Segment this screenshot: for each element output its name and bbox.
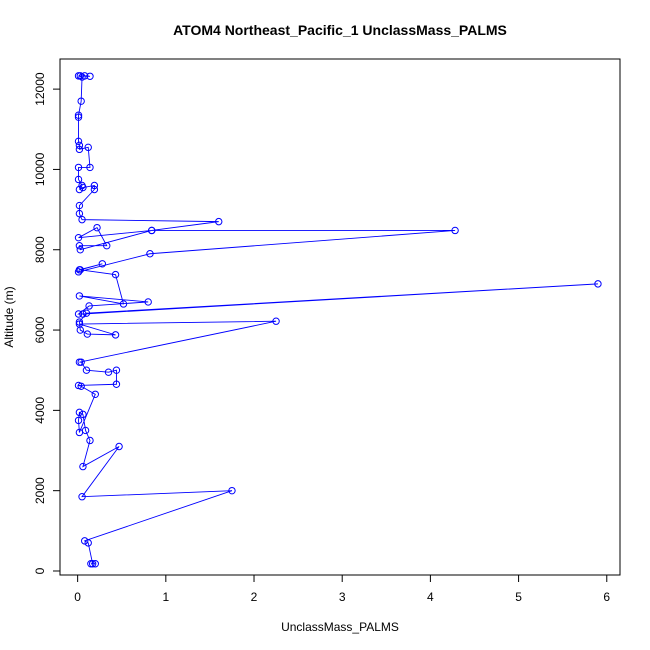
data-point bbox=[111, 270, 120, 279]
data-point bbox=[74, 310, 83, 318]
y-tick-label: 6000 bbox=[33, 316, 47, 343]
x-tick-label: 4 bbox=[427, 590, 434, 604]
data-point bbox=[78, 181, 86, 190]
data-point bbox=[75, 201, 84, 210]
data-point bbox=[79, 462, 87, 471]
data-point bbox=[74, 381, 83, 390]
data-point bbox=[272, 317, 280, 325]
data-point bbox=[91, 390, 99, 398]
x-tick-label: 2 bbox=[251, 590, 258, 604]
data-point bbox=[74, 233, 83, 242]
data-point bbox=[82, 366, 91, 374]
data-point bbox=[115, 442, 123, 451]
data-point bbox=[112, 366, 121, 374]
data-point bbox=[80, 72, 89, 80]
data-point bbox=[594, 280, 602, 288]
y-tick-label: 12000 bbox=[33, 72, 47, 106]
y-tick-label: 2000 bbox=[33, 477, 47, 504]
data-point bbox=[75, 428, 84, 437]
data-point bbox=[74, 268, 83, 276]
data-point bbox=[74, 111, 83, 119]
data-point bbox=[88, 560, 97, 568]
data-point bbox=[103, 242, 111, 250]
data-point bbox=[85, 302, 93, 310]
data-point bbox=[228, 486, 236, 495]
x-tick-label: 3 bbox=[339, 590, 346, 604]
y-axis: 0 2000 4000 6000 8000 10000 12000 bbox=[33, 72, 61, 574]
data-point bbox=[75, 242, 84, 250]
data-point bbox=[74, 163, 83, 172]
data-point bbox=[144, 298, 152, 306]
data-point bbox=[84, 143, 92, 152]
data-point bbox=[119, 300, 128, 308]
y-tick-label: 8000 bbox=[33, 236, 47, 263]
data-point bbox=[104, 368, 113, 376]
data-point bbox=[76, 72, 84, 80]
data-point bbox=[148, 226, 156, 235]
data-point bbox=[75, 141, 84, 150]
data-point bbox=[79, 310, 87, 318]
data-point bbox=[146, 250, 154, 258]
series-group bbox=[74, 72, 602, 568]
data-point bbox=[76, 246, 84, 254]
y-axis-label: Altitude (m) bbox=[2, 286, 16, 347]
data-point bbox=[83, 330, 92, 338]
chart-title: ATOM4 Northeast_Pacific_1 UnclassMass_PA… bbox=[173, 22, 507, 38]
data-point bbox=[75, 358, 84, 366]
data-point bbox=[112, 380, 121, 388]
data-point bbox=[77, 97, 85, 105]
data-point bbox=[215, 217, 223, 226]
x-tick-label: 1 bbox=[162, 590, 169, 604]
data-point bbox=[79, 410, 87, 419]
data-point bbox=[91, 560, 99, 568]
data-point bbox=[74, 113, 83, 121]
data-point bbox=[74, 416, 83, 425]
data-point bbox=[76, 326, 84, 334]
x-tick-label: 0 bbox=[74, 590, 81, 604]
series-line bbox=[77, 75, 598, 565]
data-point bbox=[111, 331, 120, 339]
data-point bbox=[75, 209, 84, 218]
data-point bbox=[75, 318, 84, 326]
y-tick-label: 10000 bbox=[33, 152, 47, 186]
data-point bbox=[74, 137, 83, 146]
data-point bbox=[75, 292, 84, 300]
data-point bbox=[74, 175, 83, 184]
data-point bbox=[90, 185, 99, 194]
data-point bbox=[86, 72, 94, 80]
data-point bbox=[75, 408, 84, 417]
x-axis: 0 1 2 3 4 5 6 bbox=[74, 574, 610, 604]
data-point bbox=[82, 309, 91, 317]
y-tick-label: 0 bbox=[33, 567, 47, 574]
data-point bbox=[451, 226, 459, 235]
data-point bbox=[75, 145, 84, 154]
data-point bbox=[80, 537, 89, 545]
data-point bbox=[86, 163, 94, 172]
data-point bbox=[93, 223, 101, 232]
data-point bbox=[81, 426, 90, 435]
data-point bbox=[84, 539, 92, 547]
x-tick-label: 6 bbox=[603, 590, 610, 604]
x-axis-label: UnclassMass_PALMS bbox=[281, 620, 399, 634]
data-point bbox=[78, 492, 86, 501]
x-tick-label: 5 bbox=[515, 590, 522, 604]
data-point bbox=[90, 181, 99, 190]
data-point bbox=[86, 436, 94, 445]
data-point bbox=[98, 260, 107, 268]
y-tick-label: 4000 bbox=[33, 397, 47, 424]
plot-frame bbox=[59, 58, 621, 576]
data-point bbox=[78, 215, 86, 224]
